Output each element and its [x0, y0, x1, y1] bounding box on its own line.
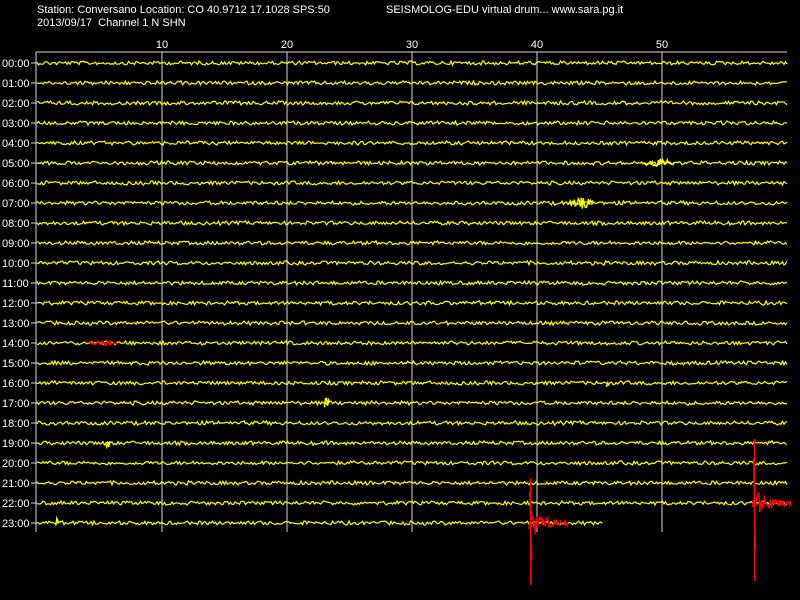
hour-label-14:00: 14:00	[2, 338, 30, 350]
trace-line	[36, 479, 788, 487]
trace-line	[36, 379, 788, 387]
trace-line	[36, 319, 788, 327]
trace-line	[36, 219, 788, 227]
hour-label-04:00: 04:00	[2, 138, 30, 150]
trace-line	[36, 499, 788, 507]
hour-label-05:00: 05:00	[2, 158, 30, 170]
trace-line	[36, 339, 788, 347]
hour-label-20:00: 20:00	[2, 458, 30, 470]
trace-line	[36, 279, 788, 287]
hour-label-00:00: 00:00	[2, 58, 30, 70]
minute-label-10: 10	[156, 39, 168, 51]
trace-line	[36, 159, 788, 167]
hour-label-12:00: 12:00	[2, 298, 30, 310]
minute-label-40: 40	[531, 39, 543, 51]
trace-line	[36, 59, 788, 67]
trace-line	[36, 79, 788, 87]
station-info: Station: Conversano Location: CO 40.9712…	[37, 4, 330, 16]
minute-label-20: 20	[281, 39, 293, 51]
trace-mark-3	[605, 380, 610, 388]
event-a-coda	[528, 508, 569, 535]
hour-label-13:00: 13:00	[2, 318, 30, 330]
event-b-spike-inner	[752, 458, 757, 550]
hour-label-03:00: 03:00	[2, 118, 30, 130]
hour-label-11:00: 11:00	[2, 278, 29, 290]
trace-line	[36, 439, 788, 447]
trace-line	[36, 359, 788, 367]
trace-line	[36, 419, 788, 427]
hour-label-02:00: 02:00	[2, 98, 30, 110]
minute-label-30: 30	[406, 39, 418, 51]
hour-label-16:00: 16:00	[2, 378, 30, 390]
hour-label-09:00: 09:00	[2, 238, 30, 250]
date-channel-info: 2013/09/17 Channel 1 N SHN	[37, 17, 186, 29]
hour-label-22:00: 22:00	[2, 498, 30, 510]
trace-mark-6	[55, 515, 62, 526]
minute-label-50: 50	[656, 39, 668, 51]
hour-label-19:00: 19:00	[2, 438, 30, 450]
trace-mark-4	[323, 397, 331, 408]
hour-label-07:00: 07:00	[2, 198, 30, 210]
trace-mark-2	[86, 339, 119, 347]
trace-line	[36, 199, 788, 207]
hour-label-23:00: 23:00	[2, 518, 30, 530]
hour-label-18:00: 18:00	[2, 418, 30, 430]
hour-label-17:00: 17:00	[2, 398, 30, 410]
trace-line	[36, 519, 603, 527]
hour-label-10:00: 10:00	[2, 258, 30, 270]
hour-label-06:00: 06:00	[2, 178, 30, 190]
trace-line	[36, 239, 788, 246]
trace-line	[36, 119, 788, 127]
trace-line	[36, 139, 788, 147]
trace-line	[36, 179, 788, 187]
event-b-coda	[751, 491, 792, 512]
trace-line	[36, 99, 788, 107]
trace-mark-0	[642, 157, 675, 167]
trace-line	[36, 459, 788, 467]
hour-label-08:00: 08:00	[2, 218, 30, 230]
trace-line	[36, 399, 788, 407]
hour-label-15:00: 15:00	[2, 358, 30, 370]
trace-line	[36, 299, 788, 307]
trace-mark-1	[567, 196, 594, 209]
trace-mark-5	[105, 440, 112, 450]
app-title: SEISMOLOG-EDU virtual drum... www.sara.p…	[386, 4, 624, 16]
trace-line	[36, 259, 788, 267]
hour-label-01:00: 01:00	[2, 78, 30, 90]
hour-label-21:00: 21:00	[2, 478, 30, 490]
